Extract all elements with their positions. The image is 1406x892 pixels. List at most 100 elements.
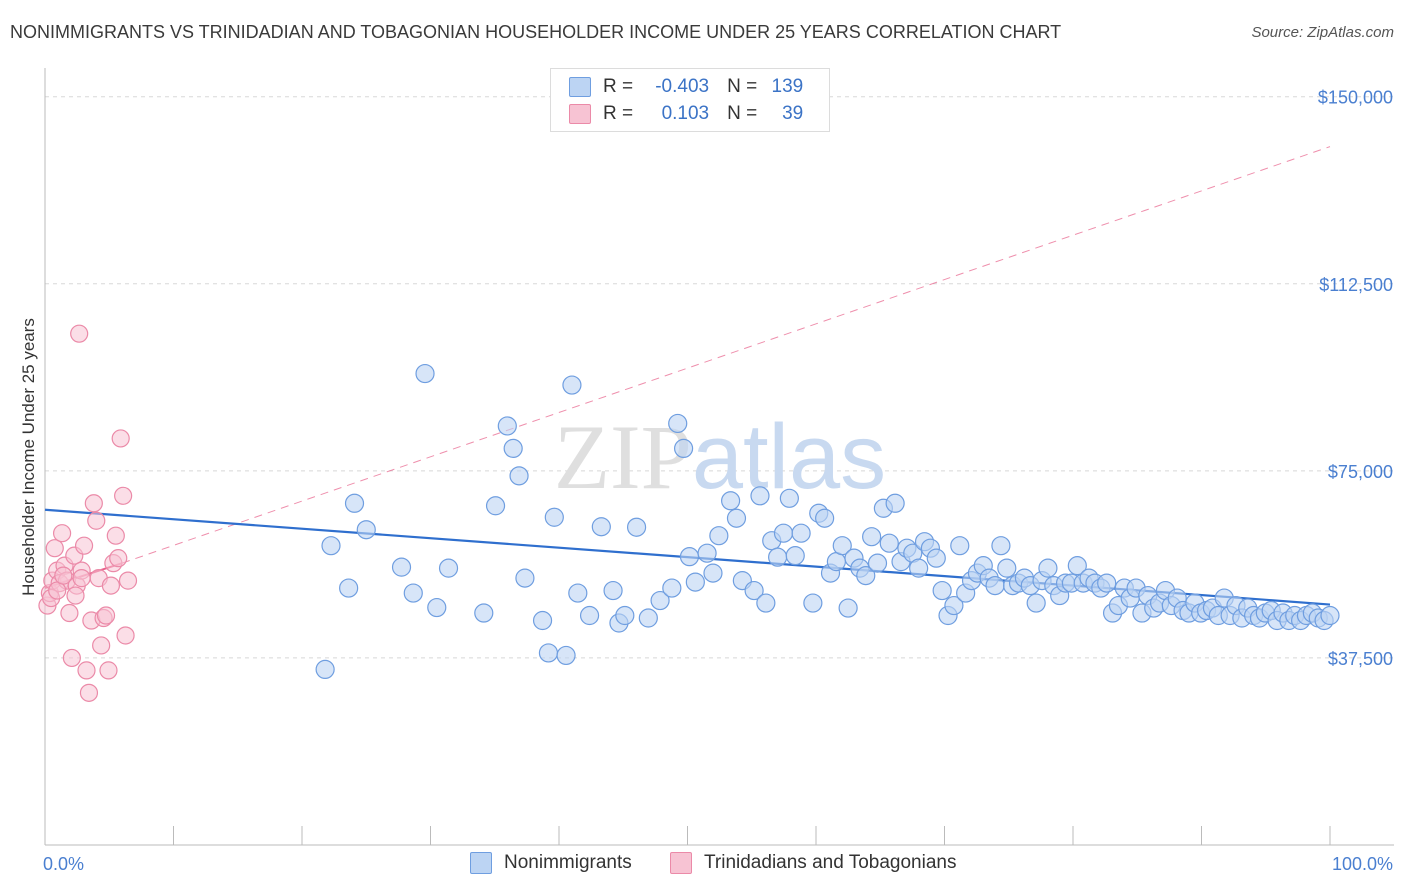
nonimmigrants-point [756, 593, 776, 613]
nonimmigrants-point [1026, 593, 1046, 613]
nonimmigrants-point [997, 558, 1017, 578]
nonimmigrants-point [909, 558, 929, 578]
watermark: ZIPatlas [554, 406, 886, 508]
trinidadians-point [60, 603, 79, 623]
trinidadians-point [101, 576, 121, 595]
trinidadians-point [72, 569, 91, 588]
nonimmigrants-point [773, 523, 794, 543]
legend-swatch-blue [569, 77, 591, 97]
legend-r-label: R = [603, 103, 634, 124]
nonimmigrants-point [662, 578, 682, 598]
nonimmigrants-point [779, 488, 799, 508]
nonimmigrants-point [944, 595, 964, 616]
nonimmigrants-point [485, 496, 506, 516]
trinidadians-point [84, 494, 103, 513]
legend-r-label: R = [603, 76, 634, 97]
trinidadians-point [54, 566, 73, 585]
nonimmigrants-point [427, 597, 447, 618]
y-tick-label: $112,500 [1319, 275, 1393, 295]
nonimmigrants-point [415, 363, 435, 384]
legend-swatch-pink [569, 104, 591, 124]
nonimmigrants-point [515, 568, 535, 588]
nonimmigrants-point [509, 466, 529, 486]
y-tick-label: $150,000 [1318, 88, 1393, 108]
nonimmigrants-point [532, 610, 553, 631]
nonimmigrants-point [791, 523, 811, 543]
trinidadians-point [52, 524, 72, 543]
nonimmigrants-point [867, 553, 888, 573]
nonimmigrants-point [750, 486, 770, 506]
legend-row-trinidadians: R = 0.103 N = 39 [569, 102, 803, 126]
nonimmigrants-point [638, 608, 658, 628]
nonimmigrants-point [726, 508, 747, 528]
legend-n-label: N = [727, 76, 758, 97]
nonimmigrants-point [556, 645, 576, 666]
legend-item-nonimmigrants: Nonimmigrants [470, 852, 632, 874]
trinidadians-point [87, 511, 106, 530]
nonimmigrants-point [474, 603, 494, 623]
source-label: Source: ZipAtlas.com [1251, 24, 1394, 41]
nonimmigrants-point [685, 572, 705, 592]
trinidadians-trend-extension [121, 146, 1331, 564]
correlation-legend: R = -0.403 N = 139 R = 0.103 N = 39 [550, 68, 830, 132]
trinidadians-point [79, 683, 99, 702]
nonimmigrants-point [803, 593, 823, 613]
trinidadians-point [99, 661, 118, 680]
legend-r-value: 0.103 [661, 103, 710, 124]
series-nonimmigrants-points [315, 363, 1340, 680]
nonimmigrants-point [950, 536, 970, 556]
nonimmigrants-point [403, 583, 423, 603]
nonimmigrants-point [391, 557, 412, 577]
trend-lines [44, 146, 1331, 606]
nonimmigrants-point [879, 533, 899, 553]
nonimmigrants-point [438, 558, 459, 578]
nonimmigrants-point [826, 552, 846, 572]
trinidadians-point [96, 606, 116, 625]
legend-label-trinidadians: Trinidadians and Tobagonians [704, 852, 957, 873]
nonimmigrants-point [321, 536, 341, 556]
trinidadians-point [74, 536, 94, 555]
nonimmigrants-point [339, 578, 359, 598]
legend-n-label: N = [727, 103, 758, 124]
legend-row-nonimmigrants: R = -0.403 N = 139 [569, 75, 803, 99]
nonimmigrants-point [503, 438, 523, 459]
x-tick-label: 100.0% [1332, 854, 1393, 874]
trinidadians-point [70, 324, 89, 343]
nonimmigrants-point [579, 605, 600, 626]
nonimmigrants-point [721, 491, 741, 511]
nonimmigrants-point [562, 375, 582, 395]
nonimmigrants-point [856, 566, 876, 586]
series-trinidadians-points [38, 324, 138, 702]
nonimmigrants-point [315, 659, 335, 680]
x-tick-label: 0.0% [43, 854, 84, 874]
y-tick-label: $75,000 [1328, 462, 1393, 482]
x-tick-labels: 0.0% 100.0% [43, 854, 1393, 874]
nonimmigrants-point [344, 493, 365, 513]
series-legend: Nonimmigrants Trinidadians and Tobagonia… [0, 852, 1406, 878]
nonimmigrants-point [932, 580, 952, 601]
nonimmigrants-point [356, 520, 376, 540]
nonimmigrants-point [1097, 573, 1117, 593]
trinidadians-point [92, 636, 111, 655]
trinidadians-point [114, 486, 133, 505]
nonimmigrants-point [985, 575, 1005, 596]
nonimmigrants-point [544, 507, 564, 527]
trinidadians-point [45, 539, 64, 558]
nonimmigrants-point [1320, 605, 1340, 626]
nonimmigrants-point [815, 508, 835, 528]
nonimmigrants-point [1038, 558, 1058, 578]
legend-n-value: 39 [782, 103, 804, 124]
legend-swatch-trinidadians [670, 852, 692, 874]
nonimmigrants-point [679, 547, 700, 567]
nonimmigrants-point [703, 563, 723, 583]
nonimmigrants-point [885, 493, 905, 513]
nonimmigrants-point [650, 590, 670, 611]
nonimmigrants-point [709, 526, 729, 546]
trinidadians-point [109, 549, 128, 568]
legend-label-nonimmigrants: Nonimmigrants [504, 852, 632, 873]
y-tick-labels: $37,500 $75,000 $112,500 $150,000 [1318, 88, 1393, 669]
nonimmigrants-point [768, 547, 788, 567]
nonimmigrants-point [697, 543, 717, 563]
nonimmigrants-point [626, 517, 647, 537]
